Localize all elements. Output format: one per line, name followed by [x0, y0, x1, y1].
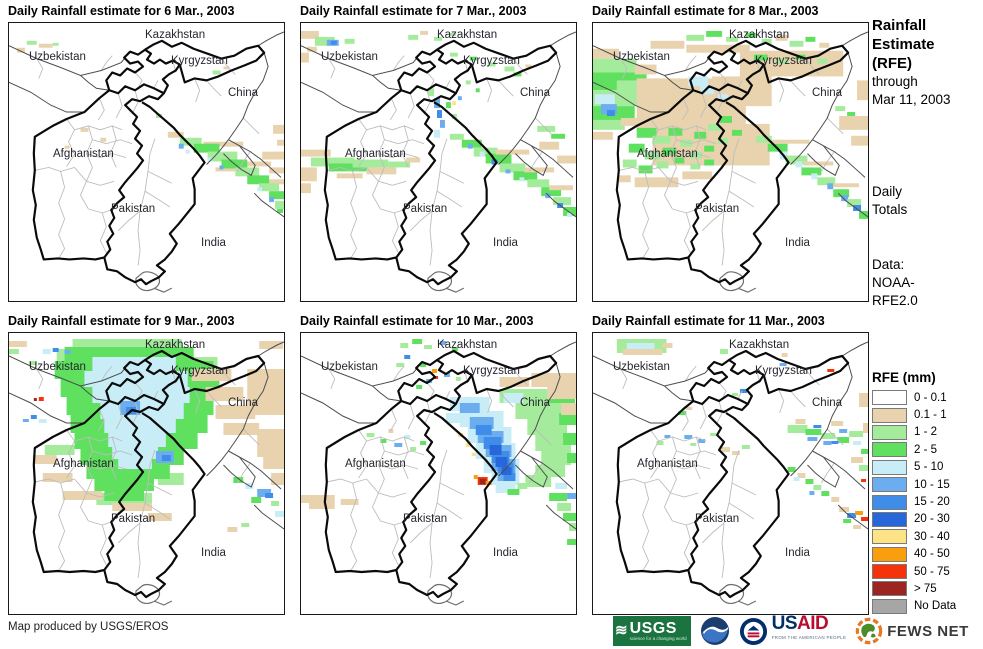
usaid-tagline: FROM THE AMERICAN PEOPLE: [771, 635, 847, 640]
rainfall-map: Kazakhstan Uzbekistan Kyrgyzstan China A…: [592, 332, 869, 615]
legend-rows: 0 - 0.1 0.1 - 1 1 - 2 2 - 5 5 - 10 10 - 15 15 …: [872, 389, 982, 615]
rainfall-map: Kazakhstan Uzbekistan Kyrgyzstan China A…: [8, 22, 285, 302]
usaid-seal-icon: [739, 617, 767, 645]
legend-entry: 5 - 10: [872, 459, 982, 476]
usgs-tagline: science for a changing world: [629, 636, 687, 641]
legend-label: 1 - 2: [914, 426, 938, 439]
map-panel-8-mar: Daily Rainfall estimate for 8 Mar., 2003…: [592, 4, 869, 302]
logo-bar: ≋ USGS science for a changing world USAI…: [613, 614, 969, 648]
legend-label: 0 - 0.1: [914, 391, 947, 404]
map-panel-9-mar: Daily Rainfall estimate for 9 Mar., 2003…: [8, 314, 285, 615]
fewsnet-logo: FEWS NET: [855, 617, 969, 645]
map-panel-10-mar: Daily Rainfall estimate for 10 Mar., 200…: [300, 314, 577, 615]
panel-title: Daily Rainfall estimate for 9 Mar., 2003: [8, 314, 235, 328]
legend-title: RFE (mm): [872, 370, 936, 385]
sidebar-title: Rainfall Estimate (RFE): [872, 17, 935, 72]
fewsnet-icon: [855, 617, 883, 645]
legend-swatch: [872, 511, 907, 527]
legend-entry: 20 - 30: [872, 511, 982, 528]
noaa-icon: [700, 617, 729, 645]
map-credit: Map produced by USGS/EROS: [8, 621, 169, 633]
usgs-logo: ≋ USGS science for a changing world: [613, 616, 691, 646]
usgs-wave-icon: ≋: [615, 622, 628, 639]
map-panel-11-mar: Daily Rainfall estimate for 11 Mar., 200…: [592, 314, 869, 615]
legend-label: > 75: [914, 582, 937, 595]
panel-title: Daily Rainfall estimate for 10 Mar., 200…: [300, 314, 534, 328]
legend-label: 30 - 40: [914, 530, 950, 543]
panel-title: Daily Rainfall estimate for 8 Mar., 2003: [592, 4, 819, 18]
usaid-logo: USAID FROM THE AMERICAN PEOPLE: [739, 613, 847, 646]
legend-swatch: [872, 390, 907, 406]
legend-entry: 50 - 75: [872, 563, 982, 580]
legend-entry: 15 - 20: [872, 493, 982, 510]
legend-label: 15 - 20: [914, 496, 950, 509]
panel-title: Daily Rainfall estimate for 7 Mar., 2003: [300, 4, 527, 18]
legend-swatch: [872, 477, 907, 493]
legend-swatch: [872, 424, 907, 440]
legend-entry: 30 - 40: [872, 528, 982, 545]
legend-label: 40 - 50: [914, 548, 950, 561]
legend-label: 0.1 - 1: [914, 409, 947, 422]
map-panel-7-mar: Daily Rainfall estimate for 7 Mar., 2003…: [300, 4, 577, 302]
legend-entry: 10 - 15: [872, 476, 982, 493]
usaid-wordmark: USAID: [771, 613, 829, 634]
legend-swatch: [872, 494, 907, 510]
legend-label: 5 - 10: [914, 461, 944, 474]
map-panel-6-mar: Daily Rainfall estimate for 6 Mar., 2003…: [8, 4, 285, 302]
sidebar-data-source: Data: NOAA- RFE2.0: [872, 257, 918, 308]
sidebar: Rainfall Estimate (RFE) through Mar 11, …: [872, 16, 978, 109]
rainfall-map: Kazakhstan Uzbekistan Kyrgyzstan China A…: [8, 332, 285, 615]
legend-swatch: [872, 581, 907, 597]
legend-label: 20 - 30: [914, 513, 950, 526]
legend-label: 50 - 75: [914, 565, 950, 578]
usgs-wordmark: USGS: [629, 620, 677, 637]
legend-swatch: [872, 407, 907, 423]
legend: RFE (mm) 0 - 0.1 0.1 - 1 1 - 2 2 - 5 5 - 10 1…: [872, 370, 982, 615]
legend-swatch: [872, 442, 907, 458]
legend-swatch: [872, 598, 907, 614]
legend-entry: No Data: [872, 598, 982, 615]
rainfall-map: Kazakhstan Uzbekistan Kyrgyzstan China A…: [300, 22, 577, 302]
sidebar-daily-totals: Daily Totals: [872, 184, 908, 217]
legend-entry: 40 - 50: [872, 546, 982, 563]
legend-swatch: [872, 529, 907, 545]
rainfall-map: Kazakhstan Uzbekistan Kyrgyzstan China A…: [592, 22, 869, 302]
rainfall-map: Kazakhstan Uzbekistan Kyrgyzstan China A…: [300, 332, 577, 615]
sidebar-subtitle: through Mar 11, 2003: [872, 74, 951, 107]
legend-label: No Data: [914, 600, 957, 613]
legend-swatch: [872, 564, 907, 580]
panel-title: Daily Rainfall estimate for 11 Mar., 200…: [592, 314, 825, 328]
legend-entry: > 75: [872, 580, 982, 597]
legend-swatch: [872, 459, 907, 475]
legend-label: 2 - 5: [914, 443, 938, 456]
legend-label: 10 - 15: [914, 478, 950, 491]
panel-title: Daily Rainfall estimate for 6 Mar., 2003: [8, 4, 235, 18]
legend-entry: 2 - 5: [872, 441, 982, 458]
fewsnet-wordmark: FEWS NET: [887, 622, 969, 640]
legend-entry: 0 - 0.1: [872, 389, 982, 406]
legend-entry: 1 - 2: [872, 424, 982, 441]
legend-entry: 0.1 - 1: [872, 406, 982, 423]
legend-swatch: [872, 546, 907, 562]
